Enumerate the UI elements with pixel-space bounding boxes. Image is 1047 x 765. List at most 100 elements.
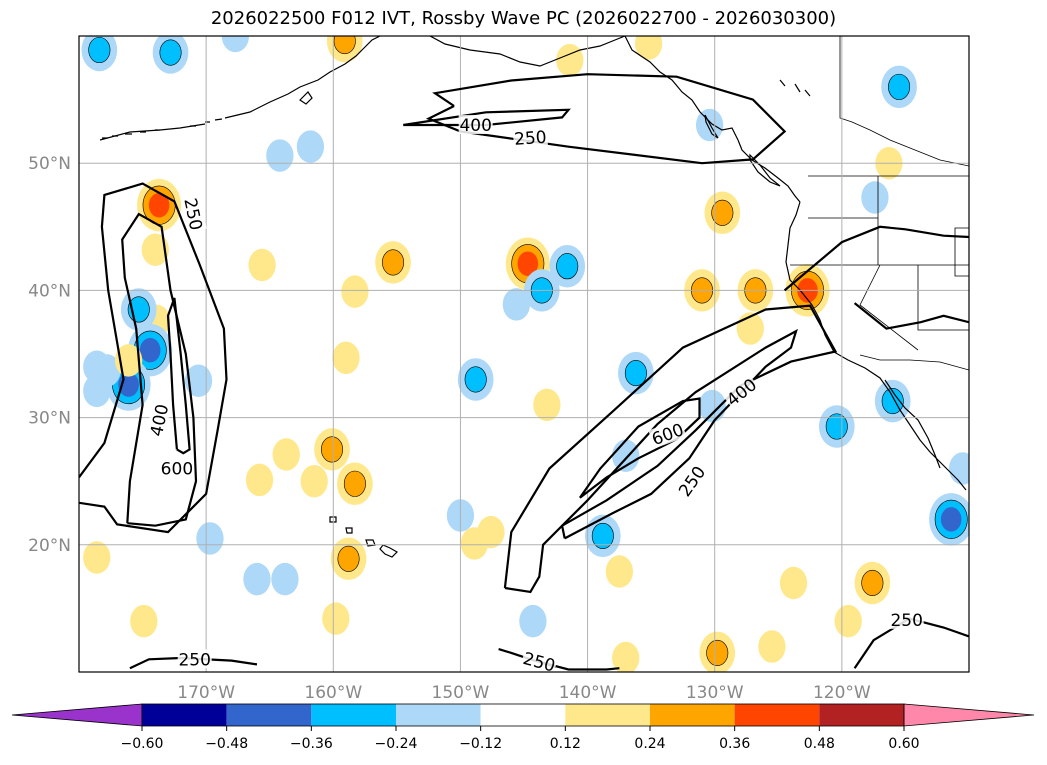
colorbar-tick-label: 0.36 xyxy=(719,736,750,752)
anomaly-blob xyxy=(83,350,111,383)
colorbar-box xyxy=(142,704,227,726)
anomaly-ring xyxy=(333,36,356,55)
anomaly-ring xyxy=(130,604,158,638)
anomaly-blob xyxy=(221,36,250,53)
south-alaska-coast xyxy=(429,36,626,67)
southeast-alaska-coast xyxy=(624,36,739,141)
anomaly-ring xyxy=(141,233,169,266)
anomaly-blob xyxy=(272,438,300,471)
anomaly-ring xyxy=(861,181,889,214)
anomaly-ring xyxy=(196,522,224,555)
anomaly-ring xyxy=(300,464,328,498)
anomaly-blob xyxy=(881,65,917,109)
lon-tick-label: 150°W xyxy=(432,683,490,703)
anomaly-blob xyxy=(704,191,741,235)
anomaly-ring xyxy=(556,43,584,77)
us-west-coast xyxy=(785,201,967,491)
anomaly-blob xyxy=(556,43,584,77)
anomaly-blob xyxy=(605,555,634,588)
anomaly-blob xyxy=(612,641,640,672)
anomaly-blob xyxy=(533,388,561,422)
contour-label-bg xyxy=(673,461,709,501)
anomaly-ring xyxy=(695,108,724,142)
anomaly-ring xyxy=(533,388,561,422)
anomaly-blob xyxy=(184,364,213,397)
contour-label: 600 xyxy=(159,458,194,479)
lon-tick-label: 130°W xyxy=(686,683,744,703)
contour-label: 250 xyxy=(512,126,548,150)
anomaly-blob xyxy=(337,462,373,505)
anomaly-ring xyxy=(502,288,531,321)
contour-label-bg xyxy=(512,126,548,148)
colorbar-tick-label: 0.60 xyxy=(888,736,919,752)
contour-label-bg xyxy=(889,609,924,629)
contour-label: 250 xyxy=(177,649,212,670)
contour-label-text: 250 xyxy=(675,463,710,501)
contour-label-text: 250 xyxy=(890,611,922,631)
contour-label: 250 xyxy=(889,609,924,631)
contour-label-bg xyxy=(177,649,212,669)
ivt-contour-250 xyxy=(853,302,969,330)
anomaly-blob xyxy=(460,527,489,560)
anomaly-blob xyxy=(248,248,276,282)
anomaly-ring xyxy=(758,630,786,663)
anomaly-ring xyxy=(221,36,250,53)
anomaly-blob xyxy=(120,288,157,331)
map-title: 2026022500 F012 IVT, Rossby Wave PC (202… xyxy=(210,8,837,29)
anomaly-blob xyxy=(634,36,663,60)
anomaly-blob xyxy=(929,493,969,546)
anomaly-ring xyxy=(634,36,663,60)
anomaly-blob xyxy=(296,130,325,163)
hawaii-kauai xyxy=(329,516,337,523)
colorbar: −0.60 −0.48 −0.36 −0.24 −0.12 0.12 0.24 0.36 0.4… xyxy=(11,703,1035,752)
contour-label-text: 600 xyxy=(649,420,686,450)
anomaly-blob xyxy=(137,178,182,232)
anomaly-blob xyxy=(314,428,350,471)
contour-label-bg xyxy=(145,401,172,439)
anomaly-ring xyxy=(148,192,170,218)
colorbar-box xyxy=(311,704,396,726)
anomaly-ring xyxy=(159,39,182,66)
anomaly-blob xyxy=(245,463,274,497)
anomaly-ring xyxy=(272,438,300,471)
colorbar-tick-label: −0.48 xyxy=(205,736,248,752)
anomaly-blob xyxy=(505,237,550,290)
anomaly-blob xyxy=(549,244,586,288)
colorbar-tick-label: −0.36 xyxy=(290,736,333,752)
anomaly-blob xyxy=(375,241,411,284)
anomaly-ring xyxy=(337,545,360,572)
anomaly-ring xyxy=(245,463,274,497)
anomaly-ring xyxy=(519,604,547,638)
contour-label-bg xyxy=(648,418,687,449)
contour-label-bg xyxy=(458,115,493,135)
anomaly-blob xyxy=(83,374,111,408)
contour-label: 400 xyxy=(145,401,173,439)
contour-label-bg xyxy=(721,373,761,410)
anomaly-blob xyxy=(266,139,294,172)
anomaly-ring xyxy=(83,350,111,383)
anomaly-ring xyxy=(706,639,729,666)
anomaly-ring xyxy=(460,527,489,560)
anomaly-ring xyxy=(612,641,640,672)
vancouver-island xyxy=(749,153,781,187)
anomaly-blob xyxy=(519,604,547,638)
ivt-contour-600 xyxy=(578,397,701,499)
lon-tick-label: 170°W xyxy=(177,683,235,703)
anomaly-ring xyxy=(779,566,808,600)
ivt-contour-600 xyxy=(166,297,191,455)
anomaly-ring xyxy=(605,555,634,588)
anomaly-ring xyxy=(464,366,487,393)
anomaly-ring xyxy=(948,452,969,485)
anomaly-blob xyxy=(779,566,808,600)
anomaly-blob xyxy=(457,358,494,401)
ivt-contour-250 xyxy=(783,225,969,292)
colorbar-box xyxy=(734,704,820,726)
ivt-contour-250 xyxy=(503,304,838,594)
anomaly-ring xyxy=(184,364,213,397)
ivt-contour-250 xyxy=(79,182,228,534)
anomaly-blob xyxy=(152,36,189,74)
anomaly-ring xyxy=(296,130,325,163)
contour-label-text: 250 xyxy=(179,196,205,232)
anomaly-blob xyxy=(948,452,969,485)
anomaly-ring xyxy=(382,249,405,276)
